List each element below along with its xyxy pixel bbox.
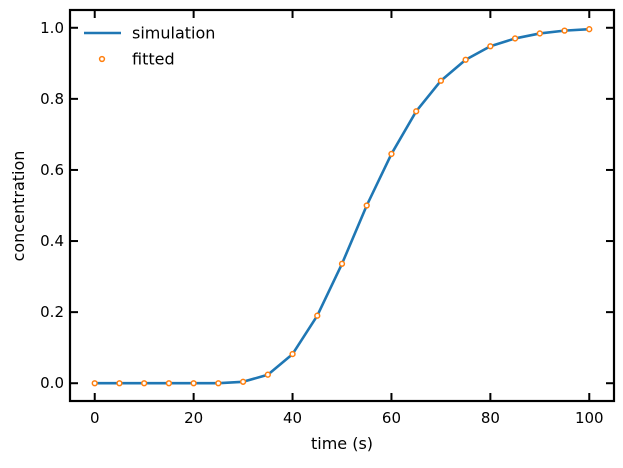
data-point-fitted	[413, 108, 420, 115]
plot-frame	[68, 8, 616, 403]
x-tick-label: 80	[481, 409, 500, 427]
data-point-fitted	[561, 27, 568, 34]
data-point-fitted	[190, 380, 197, 387]
x-tick-label: 100	[575, 409, 604, 427]
legend-marker-fitted	[98, 55, 106, 63]
data-point-fitted	[165, 380, 173, 387]
data-point-fitted	[314, 312, 321, 319]
y-tick-label: 0.0	[40, 374, 64, 392]
data-point-fitted	[363, 202, 370, 209]
axes-layer: 0 20 40 60 80 100 0.0 0.2 0.4 0.6 0.8 1.0	[40, 8, 616, 427]
data-point-fitted	[91, 380, 98, 387]
data-point-fitted	[239, 378, 247, 385]
data-point-fitted	[141, 380, 148, 387]
plot-layer	[91, 26, 593, 387]
data-point-fitted	[215, 380, 222, 387]
y-tick-label: 1.0	[40, 19, 64, 37]
x-axis-label: time (s)	[311, 434, 373, 453]
data-point-fitted	[388, 150, 395, 158]
legend-label-simulation: simulation	[132, 24, 215, 43]
y-tick-label: 0.6	[40, 161, 64, 179]
legend: simulation fitted	[84, 24, 215, 69]
y-tick-label: 0.8	[40, 90, 64, 108]
data-point-fitted	[511, 35, 519, 42]
data-point-fitted	[536, 30, 543, 37]
series-line-simulation	[93, 27, 591, 385]
data-point-fitted	[289, 350, 296, 358]
x-tick-label: 60	[382, 409, 401, 427]
x-tick-label: 0	[90, 409, 100, 427]
y-tick-label: 0.4	[40, 232, 64, 250]
data-point-fitted	[586, 26, 593, 33]
x-tick-label: 20	[184, 409, 203, 427]
data-point-fitted	[462, 56, 469, 63]
y-axis-label: concentration	[9, 151, 28, 262]
x-tick-label: 40	[283, 409, 302, 427]
data-point-fitted	[338, 260, 346, 267]
data-point-fitted	[437, 77, 445, 84]
y-tick-label: 0.2	[40, 303, 64, 321]
data-point-fitted	[116, 380, 123, 387]
data-point-fitted	[264, 371, 271, 378]
data-point-fitted	[487, 43, 494, 50]
legend-label-fitted: fitted	[132, 50, 175, 69]
